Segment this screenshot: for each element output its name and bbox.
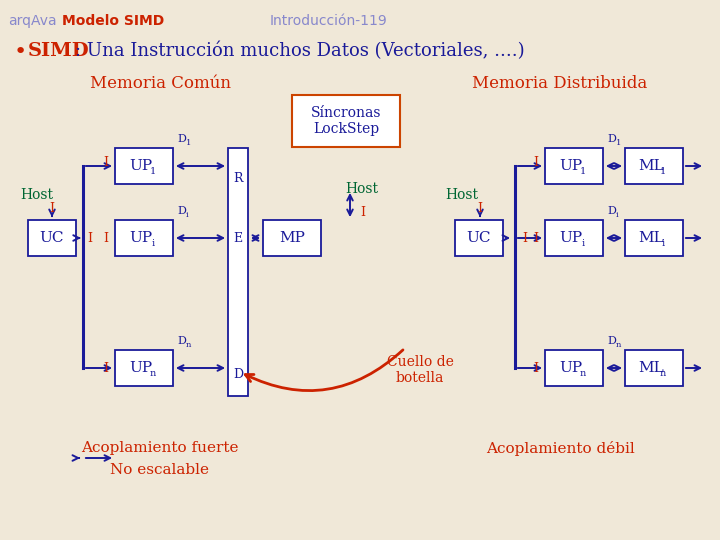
Bar [625, 350, 683, 386]
Text: UP: UP [130, 159, 153, 173]
Text: I: I [103, 361, 108, 375]
Bar [455, 220, 503, 256]
Text: i: i [662, 239, 665, 247]
Text: ML: ML [638, 159, 664, 173]
Bar [228, 148, 248, 396]
Bar [625, 148, 683, 184]
Text: UP: UP [559, 361, 582, 375]
Text: n: n [660, 368, 666, 377]
Text: I: I [360, 206, 365, 219]
Text: D: D [177, 134, 186, 144]
Text: I: I [533, 232, 538, 245]
Bar [263, 220, 321, 256]
Text: n: n [580, 368, 586, 377]
Text: R: R [233, 172, 243, 185]
Text: Host: Host [20, 188, 53, 202]
Text: I: I [533, 157, 538, 170]
Text: D: D [607, 206, 616, 216]
Text: Host: Host [445, 188, 478, 202]
Text: 1: 1 [150, 166, 156, 176]
Text: Acoplamiento fuerte: Acoplamiento fuerte [81, 441, 239, 455]
Text: arqAva: arqAva [8, 14, 57, 28]
Text: I: I [533, 361, 538, 375]
Text: UP: UP [559, 231, 582, 245]
Text: UC: UC [40, 231, 64, 245]
Text: Síncronas
LockStep: Síncronas LockStep [311, 106, 382, 136]
Text: I: I [477, 201, 482, 214]
Text: I: I [523, 232, 528, 245]
Bar [115, 220, 173, 256]
Text: n: n [616, 341, 621, 349]
Text: E: E [233, 232, 243, 245]
Bar [545, 148, 603, 184]
Text: •: • [14, 42, 27, 62]
Text: Memoria Distribuida: Memoria Distribuida [472, 75, 647, 91]
Text: 1: 1 [616, 139, 621, 147]
Text: UP: UP [130, 231, 153, 245]
Text: UC: UC [467, 231, 491, 245]
Text: Introducción-119: Introducción-119 [270, 14, 388, 28]
Text: Memoria Común: Memoria Común [89, 75, 230, 91]
Text: Cuello de
botella: Cuello de botella [387, 355, 454, 385]
Text: Modelo SIMD: Modelo SIMD [62, 14, 164, 28]
Text: 1: 1 [186, 139, 192, 147]
Bar [545, 220, 603, 256]
Text: : Una Instrucción muchos Datos (Vectoriales, ....): : Una Instrucción muchos Datos (Vectoria… [75, 42, 525, 60]
Text: Acoplamiento débil: Acoplamiento débil [485, 441, 634, 456]
Bar [545, 350, 603, 386]
Text: D: D [607, 336, 616, 346]
Text: D: D [177, 206, 186, 216]
Text: D: D [177, 336, 186, 346]
Text: i: i [616, 211, 618, 219]
Text: ML: ML [638, 231, 664, 245]
Text: D: D [607, 134, 616, 144]
Text: I: I [103, 232, 108, 245]
Text: I: I [88, 232, 92, 245]
Text: Host: Host [345, 182, 378, 196]
Bar [292, 95, 400, 147]
Text: UP: UP [559, 159, 582, 173]
Text: i: i [582, 239, 585, 247]
Bar [292, 95, 400, 147]
Text: n: n [150, 368, 156, 377]
Bar [115, 350, 173, 386]
Text: n: n [186, 341, 192, 349]
Text: D: D [233, 368, 243, 381]
Text: 1: 1 [580, 166, 586, 176]
Text: UP: UP [130, 361, 153, 375]
Text: i: i [186, 211, 189, 219]
Text: ML: ML [638, 361, 664, 375]
Text: MP: MP [279, 231, 305, 245]
Bar [115, 148, 173, 184]
Text: I: I [103, 157, 108, 170]
Text: I: I [50, 201, 55, 214]
Text: 1: 1 [660, 166, 666, 176]
Text: i: i [151, 239, 155, 247]
Text: No escalable: No escalable [110, 463, 210, 477]
Bar [625, 220, 683, 256]
Text: SIMD: SIMD [28, 42, 90, 60]
Bar [28, 220, 76, 256]
